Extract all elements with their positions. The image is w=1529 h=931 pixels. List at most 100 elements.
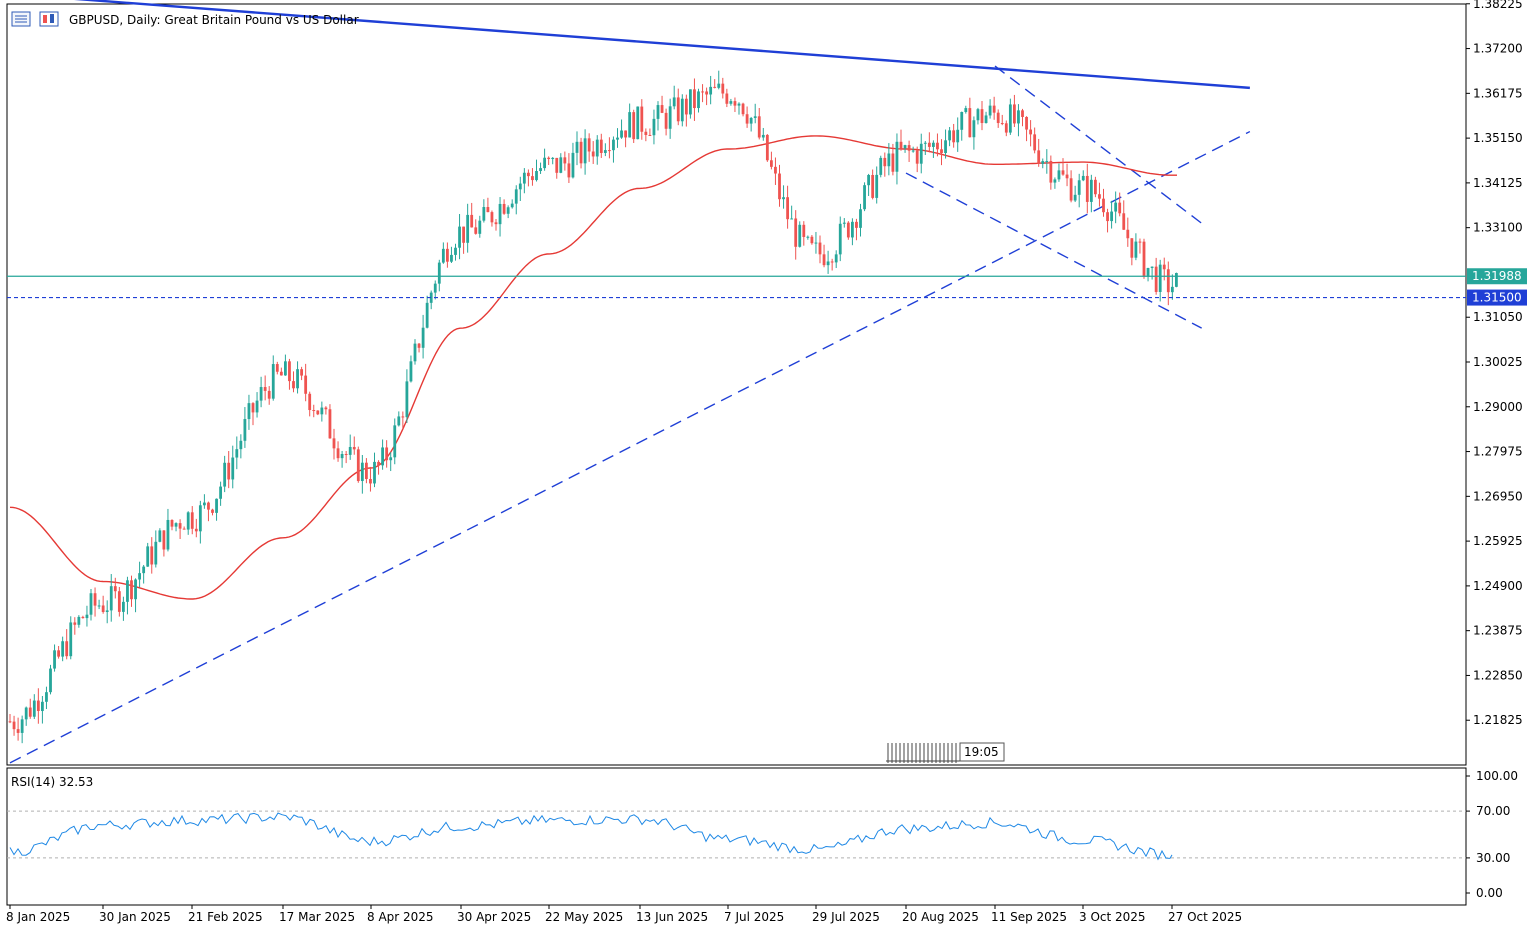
bar-timer-badge[interactable]: 19:05 — [886, 742, 1005, 763]
candle-bull — [1134, 241, 1138, 258]
candle-bull — [798, 224, 802, 247]
candle-bear — [462, 226, 465, 243]
time-axis-label: 22 May 2025 — [545, 910, 623, 924]
candle-bull — [539, 168, 542, 172]
candle-bear — [624, 130, 627, 138]
candle-bull — [239, 440, 243, 450]
candle-bear — [336, 448, 340, 459]
candle-bull — [919, 143, 923, 164]
candle-bull — [32, 700, 36, 717]
candle-bull — [1150, 266, 1154, 268]
price-axis-label: 1.23875 — [1473, 624, 1523, 638]
rsi-axis-label: 100.00 — [1476, 769, 1518, 783]
candle-bull — [522, 172, 526, 184]
candle-bear — [300, 369, 303, 376]
candle-bull — [782, 197, 785, 200]
candle-bull — [433, 283, 437, 293]
candle-bull — [405, 381, 409, 418]
candle-bear — [1122, 213, 1126, 230]
candle-bear — [936, 142, 939, 150]
chart-menu-icon[interactable] — [11, 11, 31, 27]
candle-bear — [794, 218, 798, 247]
candle-bear — [93, 593, 97, 606]
price-axis-label: 1.36175 — [1473, 86, 1523, 100]
candle-bear — [644, 131, 648, 135]
rsi-axis-label: 30.00 — [1476, 851, 1510, 865]
main-pane-frame — [6, 3, 1467, 766]
candle-bull — [964, 108, 968, 112]
candle-bull — [717, 83, 721, 88]
candle-bull — [122, 601, 125, 612]
candle-bear — [1154, 266, 1158, 292]
price-axis-label: 1.34125 — [1473, 176, 1523, 190]
candle-bull — [863, 185, 866, 210]
candle-bear — [292, 381, 295, 389]
candle-bull — [373, 461, 376, 484]
chart-type-icon[interactable] — [39, 11, 59, 27]
candle-bear — [980, 109, 984, 124]
price-axis-label: 1.33100 — [1473, 221, 1523, 235]
rsi-pane-frame — [6, 767, 1467, 906]
candle-bear — [117, 591, 121, 612]
trendline-long-ascending-support[interactable] — [9, 130, 1251, 764]
candle-bull — [603, 150, 607, 153]
trendline-channel-upper[interactable] — [994, 65, 1203, 224]
candle-bear — [940, 149, 943, 154]
candle-bull — [320, 407, 324, 415]
candle-bull — [1175, 273, 1178, 287]
candle-bull — [636, 106, 640, 140]
candle-bear — [101, 605, 105, 612]
time-axis-label: 17 Mar 2025 — [279, 910, 355, 924]
candle-bull — [389, 457, 393, 461]
candle-bull — [1146, 267, 1150, 277]
candle-bear — [1049, 160, 1053, 183]
candle-bear — [1102, 198, 1105, 213]
price-axis-label: 1.25925 — [1473, 534, 1523, 548]
candle-bull — [41, 701, 44, 712]
candle-bear — [996, 112, 1000, 124]
candle-bear — [567, 163, 571, 178]
candle-bull — [887, 153, 891, 167]
candle-bear — [1085, 175, 1089, 202]
price-axis-label: 1.30025 — [1473, 355, 1523, 369]
time-axis-label: 29 Jul 2025 — [812, 910, 880, 924]
trendline-upper-resistance[interactable] — [10, 0, 1250, 90]
candle-bull — [697, 91, 700, 109]
candle-bull — [790, 218, 794, 220]
candle-bull — [761, 134, 765, 138]
candle-bull — [859, 209, 862, 228]
candle-bull — [20, 719, 24, 733]
candle-bull — [628, 112, 632, 138]
candle-bear — [36, 700, 40, 712]
candle-bull — [814, 242, 818, 244]
candle-bull — [360, 462, 364, 482]
candle-bear — [1013, 104, 1016, 124]
candle-bull — [749, 117, 753, 124]
candle-bear — [377, 461, 380, 466]
candle-bull — [259, 387, 263, 401]
candle-bull — [1077, 180, 1081, 195]
candle-bear — [883, 157, 887, 167]
candle-bear — [304, 375, 308, 394]
candle-bear — [810, 236, 814, 244]
candle-bull — [948, 130, 951, 141]
candle-bull — [105, 610, 109, 612]
candle-bull — [672, 97, 676, 107]
symbol-title: GBPUSD, Daily: Great Britain Pound vs US… — [69, 13, 359, 27]
candle-bull — [506, 207, 510, 214]
time-axis-label: 27 Oct 2025 — [1168, 910, 1242, 924]
candle-bear — [308, 393, 312, 411]
candle-bear — [162, 530, 166, 550]
candle-bull — [69, 622, 73, 657]
candle-bear — [150, 546, 154, 565]
candle-bear — [207, 502, 210, 510]
candle-bull — [895, 141, 899, 172]
candle-bull — [142, 566, 146, 574]
candle-bear — [490, 212, 494, 223]
candle-bear — [846, 222, 850, 238]
candle-bull — [911, 150, 915, 152]
candle-bull — [53, 650, 56, 669]
candle-bull — [198, 505, 202, 532]
